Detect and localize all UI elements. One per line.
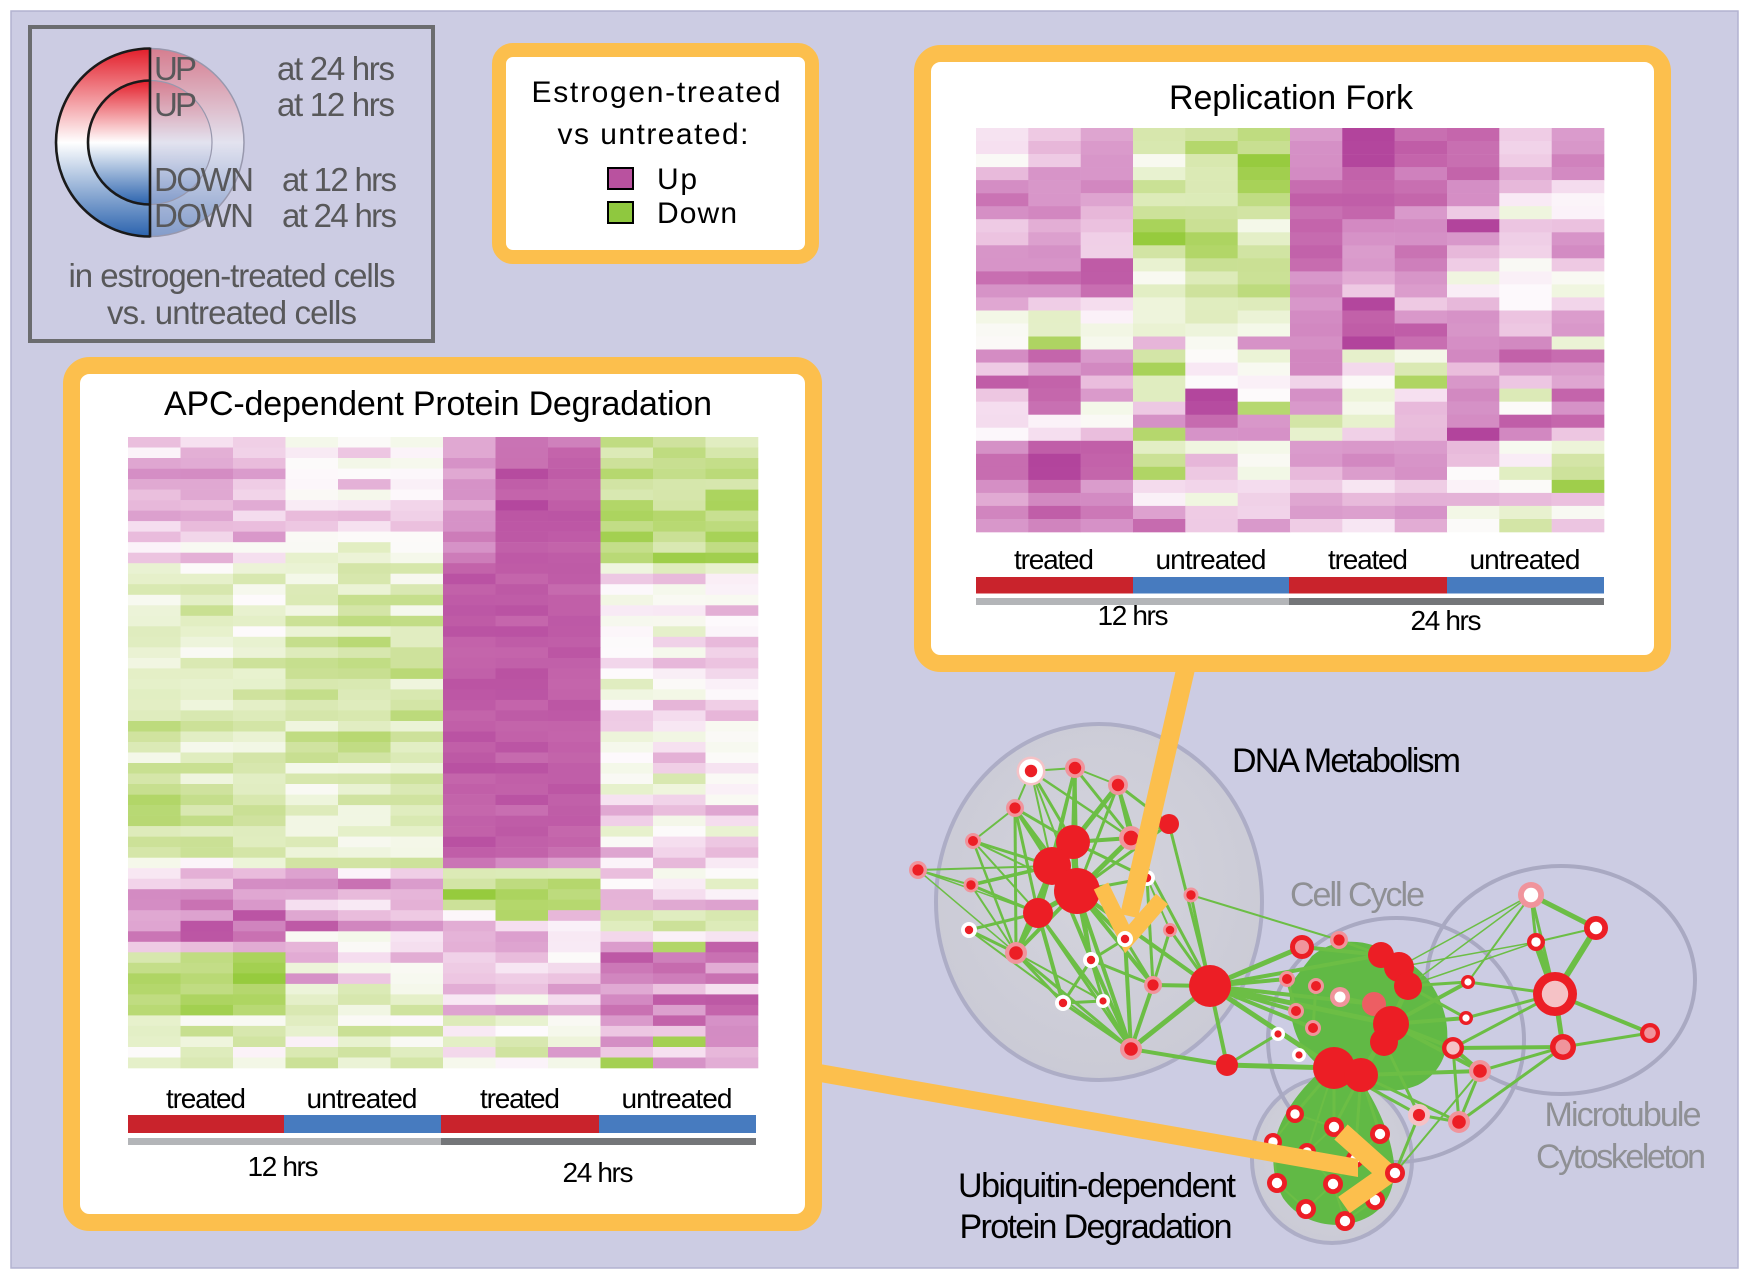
svg-text:Protein Degradation: Protein Degradation (960, 1208, 1233, 1246)
svg-text:24 hrs: 24 hrs (1411, 605, 1482, 636)
svg-text:UP: UP (154, 50, 197, 87)
svg-text:vs. untreated cells: vs. untreated cells (107, 294, 357, 331)
svg-text:DOWN: DOWN (154, 161, 254, 198)
svg-text:Replication Fork: Replication Fork (1169, 79, 1414, 117)
svg-text:Cytoskeleton: Cytoskeleton (1536, 1138, 1706, 1176)
svg-text:UP: UP (154, 86, 197, 123)
svg-text:Cell Cycle: Cell Cycle (1290, 876, 1425, 914)
svg-text:12 hrs: 12 hrs (1098, 600, 1169, 631)
svg-text:Ubiquitin-dependent: Ubiquitin-dependent (958, 1167, 1237, 1205)
svg-text:24 hrs: 24 hrs (563, 1157, 634, 1188)
svg-text:DOWN: DOWN (154, 197, 254, 234)
svg-text:untreated: untreated (622, 1083, 733, 1114)
svg-text:at 12 hrs: at 12 hrs (282, 161, 397, 198)
svg-text:at 12 hrs: at 12 hrs (277, 86, 395, 123)
svg-text:treated: treated (1014, 544, 1094, 575)
svg-text:at 24 hrs: at 24 hrs (277, 50, 395, 87)
svg-text:APC-dependent Protein Degradat: APC-dependent Protein Degradation (164, 385, 712, 423)
svg-text:vs untreated:: vs untreated: (558, 118, 749, 151)
svg-text:untreated: untreated (1470, 544, 1581, 575)
svg-text:treated: treated (480, 1083, 560, 1114)
svg-text:Up: Up (657, 163, 697, 196)
svg-text:untreated: untreated (1156, 544, 1267, 575)
svg-text:DNA Metabolism: DNA Metabolism (1232, 742, 1461, 780)
svg-text:12 hrs: 12 hrs (248, 1151, 319, 1182)
svg-text:treated: treated (166, 1083, 246, 1114)
svg-text:Estrogen-treated: Estrogen-treated (532, 76, 781, 109)
svg-text:Microtubule: Microtubule (1545, 1096, 1702, 1134)
svg-text:Down: Down (657, 197, 737, 230)
svg-text:untreated: untreated (307, 1083, 418, 1114)
svg-text:at 24 hrs: at 24 hrs (282, 197, 397, 234)
svg-text:in estrogen-treated cells: in estrogen-treated cells (69, 257, 396, 294)
svg-text:treated: treated (1328, 544, 1408, 575)
